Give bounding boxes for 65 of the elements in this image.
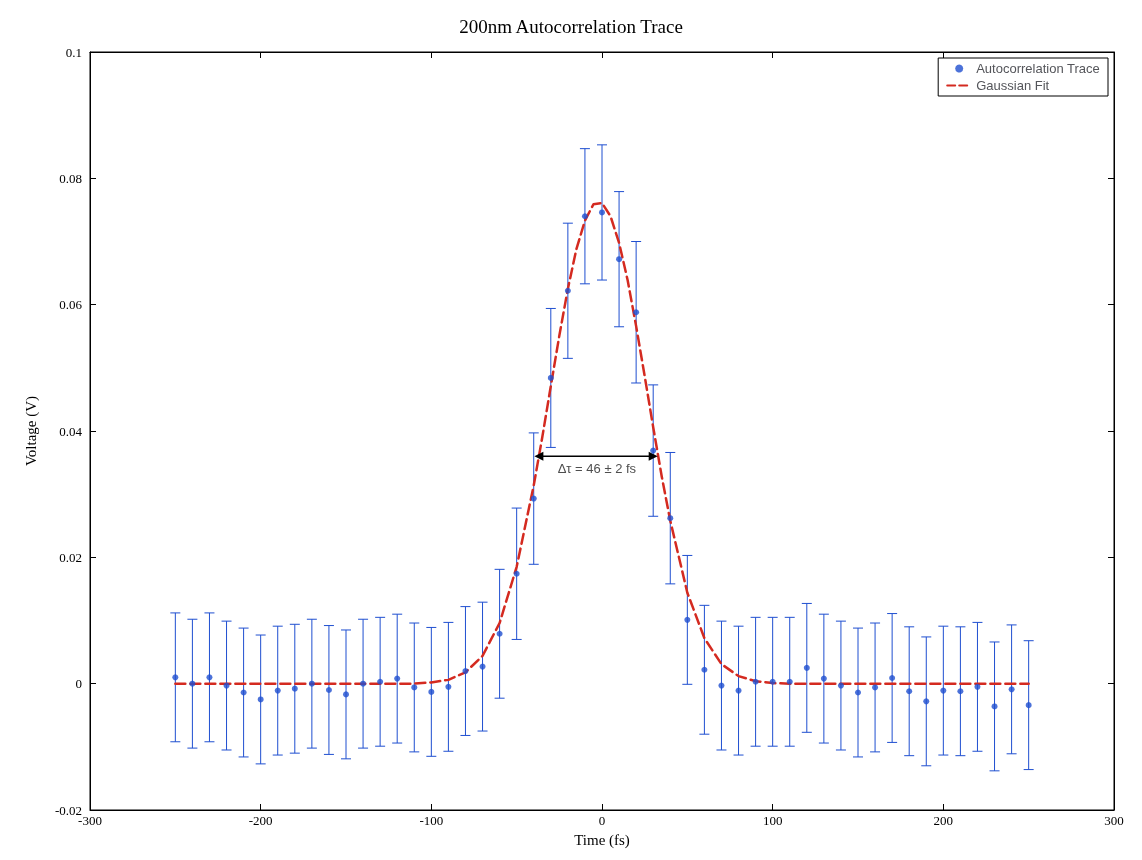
point: [257, 696, 264, 703]
point: [940, 687, 947, 694]
point: [274, 687, 281, 694]
x-tick-label: 0: [598, 813, 606, 828]
x-tick-label: 300: [1104, 813, 1124, 828]
y-tick-label: 0.04: [59, 423, 83, 439]
y-tick-label: 0: [75, 676, 82, 692]
y-axis-title: Voltage (V): [22, 395, 40, 467]
x-tick-label: -100: [419, 813, 444, 828]
point: [513, 570, 520, 577]
y-tick-label: 0.02: [59, 549, 82, 565]
point: [616, 256, 623, 263]
legend-label: Autocorrelation Trace: [976, 61, 1100, 76]
point: [428, 688, 435, 695]
annotation: Δτ = 46 ± 2 fs: [557, 461, 637, 477]
point: [377, 678, 384, 685]
point: [599, 209, 605, 216]
x-axis-title: Time (fs): [574, 831, 630, 849]
point: [462, 668, 469, 675]
point: [974, 683, 981, 690]
point: [923, 698, 930, 705]
point: [684, 616, 691, 623]
point: [308, 680, 315, 687]
point: [325, 686, 332, 693]
point: [547, 374, 554, 381]
x-tick-label: -200: [248, 813, 273, 828]
point: [581, 213, 588, 220]
point: [752, 678, 759, 685]
point: [360, 680, 367, 687]
point: [991, 703, 998, 710]
point: [343, 691, 349, 698]
point: [291, 685, 298, 692]
y-tick-label: 0.06: [59, 297, 83, 313]
point: [837, 682, 844, 689]
x-tick-label: 200: [933, 813, 954, 828]
point: [872, 684, 879, 691]
point: [633, 309, 640, 316]
point: [803, 664, 810, 671]
point: [769, 678, 776, 685]
point: [394, 675, 401, 682]
x-tick-label: 100: [762, 813, 783, 828]
point: [206, 674, 213, 681]
point: [1025, 702, 1032, 709]
point: [855, 689, 861, 696]
point: [667, 515, 674, 522]
point: [564, 287, 571, 294]
y-tick-label: 0.08: [59, 170, 82, 186]
point: [889, 674, 896, 681]
point: [1008, 686, 1015, 693]
y-tick-label: 0.1: [65, 44, 82, 60]
chart-title: 200nm Autocorrelation Trace: [459, 16, 683, 37]
point: [172, 674, 179, 681]
point: [445, 683, 452, 690]
point: [786, 678, 793, 685]
point: [496, 630, 503, 637]
point: [718, 682, 725, 689]
point: [957, 688, 964, 695]
point: [820, 675, 827, 682]
point: [240, 689, 247, 696]
point: [189, 680, 196, 687]
point: [701, 666, 708, 673]
point: [411, 684, 418, 691]
point: [906, 688, 913, 695]
point: [223, 682, 230, 689]
legend-label: Gaussian Fit: [976, 78, 1050, 93]
